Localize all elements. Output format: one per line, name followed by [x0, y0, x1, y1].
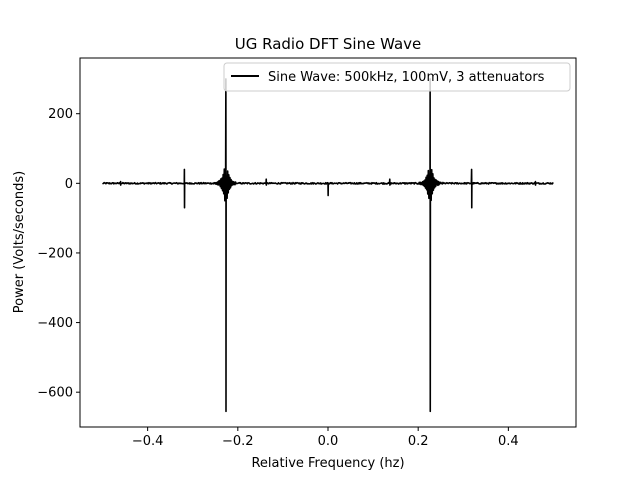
legend: Sine Wave: 500kHz, 100mV, 3 attenuators: [223, 62, 571, 92]
legend-entry-sine-wave: Sine Wave: 500kHz, 100mV, 3 attenuators: [268, 70, 545, 85]
x-tick-label: 0.2: [408, 434, 429, 449]
x-tick-label: 0.0: [318, 434, 339, 449]
series-line: [102, 78, 554, 413]
axis-ticks: −0.4 −0.2 0.0 0.2 0.4 −600 −400 −200 0 200: [37, 107, 518, 449]
y-tick-label: −200: [37, 246, 73, 261]
y-axis-label: Power (Volts/seconds): [12, 171, 27, 313]
y-tick-label: −400: [37, 316, 73, 331]
y-tick-label: 0: [65, 177, 73, 192]
x-axis-label: Relative Frequency (hz): [251, 456, 404, 471]
x-tick-label: −0.2: [222, 434, 254, 449]
x-tick-label: 0.4: [498, 434, 519, 449]
axes-frame: [79, 57, 577, 428]
plot-area: [102, 78, 554, 413]
y-tick-label: 200: [48, 107, 73, 122]
x-tick-label: −0.4: [132, 434, 164, 449]
chart-title: UG Radio DFT Sine Wave: [235, 35, 422, 53]
legend-box: [223, 62, 571, 92]
y-tick-label: −600: [37, 386, 73, 401]
